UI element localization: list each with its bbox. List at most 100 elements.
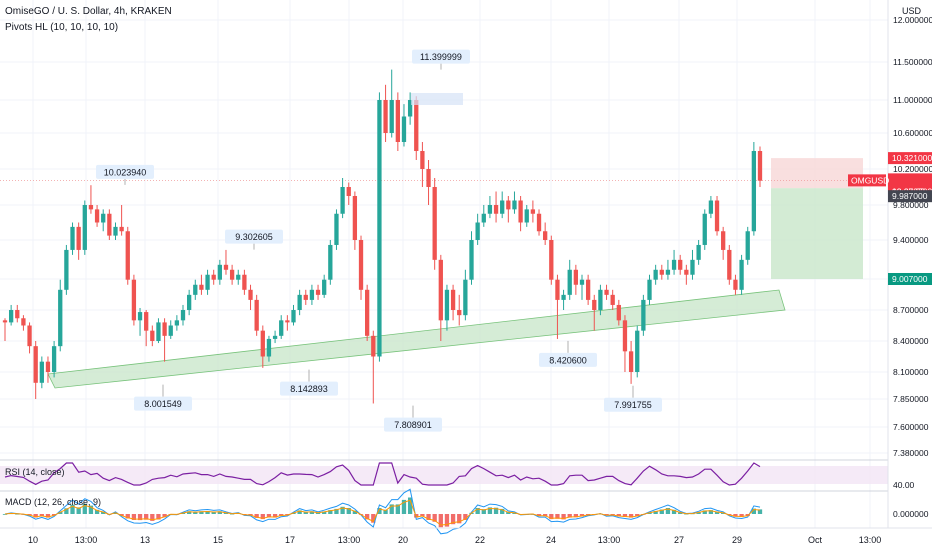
macd-histogram-bar [487,507,493,514]
macd-histogram-bar [64,508,69,514]
macd-histogram-bar [328,510,333,514]
time-tick-label: 29 [732,535,742,545]
candle-body [27,325,32,347]
macd-histogram-bar [733,514,738,517]
candle-body [217,264,222,280]
candle-body [727,249,732,280]
macd-histogram-bar [395,504,400,514]
pivot-label: 7.991755 [614,400,652,410]
candle-body [647,279,652,300]
macd-histogram-bar [352,510,358,514]
candle-body [561,294,566,300]
price-tick-label: 7.380000 [893,448,929,458]
macd-histogram-bar [144,514,149,520]
candle-body [678,259,683,270]
macd-histogram-bar [549,514,554,520]
candle-body [708,200,714,214]
candle-body [512,200,517,210]
macd-histogram-bar [101,511,106,514]
macd-histogram-bar [205,511,210,514]
macd-histogram-bar [401,499,407,514]
candle-body [395,100,400,142]
candle-body [426,169,431,187]
macd-histogram-bar [708,510,714,514]
pivot-label: 9.302605 [235,232,273,242]
candle-body [334,213,339,245]
time-tick-label: 13:00 [598,535,621,545]
pivot-label-box [539,352,597,367]
macd-histogram-bar [671,509,677,514]
candle-body [414,100,419,151]
time-axis[interactable]: 10 13:00 13 15 17 13:00 20 22 24 13:00 27 29 Oct 13:0… [0,527,932,545]
candle-body [162,322,167,336]
candle-body [377,100,382,357]
macd-histogram-bar [635,514,640,517]
candle-body [199,284,204,290]
candle-body [469,240,474,280]
candle-body [8,310,14,323]
candle-body [628,351,634,372]
candle-body [39,361,44,383]
price-axis[interactable]: 12.000000 11.500000 11.000000 10.600000 10.2… [887,0,932,528]
macd-histogram-bar [2,514,8,515]
time-tick-label: 27 [674,535,684,545]
candle-body [665,269,671,275]
candle-body [757,151,763,181]
symbol-tag: OMGUSD [851,175,889,185]
macd-histogram-bar [45,514,51,518]
macd-histogram-bar [604,514,609,516]
macd-histogram-bar [757,509,763,514]
candle-body [592,299,597,310]
macd-label: MACD (12, 26, close, 9) [5,497,102,507]
macd-histogram-bar [162,514,167,518]
price-tick-label: 11.000000 [893,95,932,105]
rsi-band [0,466,888,484]
candle-body [690,259,695,275]
candle-body [518,200,523,223]
candle-body [555,279,560,300]
candle-body [616,304,621,321]
candle-body [684,269,689,275]
price-tick-label: 8.100000 [893,367,929,377]
candle-body [543,231,548,240]
macd-histogram-bar [186,511,192,514]
price-tick-label: 10.200000 [893,164,932,174]
macd-histogram-bar [309,511,315,514]
pivot-label-box [280,381,338,396]
candle-body [309,289,315,300]
macd-histogram-bar [260,514,265,520]
macd-histogram-bar [303,511,308,514]
take-profit-tag-bg [888,273,932,285]
macd-histogram-bar [211,511,216,514]
macd-histogram-bar [506,511,511,514]
candle-body [266,338,272,357]
take-profit-zone [771,188,863,279]
candle-body [186,294,192,310]
macd-histogram-bar [266,514,272,518]
candle-body [125,231,130,280]
time-tick-label: 13:00 [859,535,882,545]
time-tick-label: 20 [398,535,408,545]
candle-body [407,100,413,117]
candle-body [2,320,8,323]
macd-histogram-bar [475,508,480,514]
macd-histogram-bar [444,514,450,527]
symbol-tag-bg [848,174,886,187]
candle-body [635,330,640,372]
candle-body [119,226,124,232]
macd-histogram-bar [193,511,198,514]
candle-body [475,222,480,240]
candle-body [205,274,210,290]
macd-histogram-bar [481,509,486,514]
macd-histogram-bar [334,508,339,514]
candle-body [751,151,757,232]
macd-histogram-bar [543,514,548,517]
macd-histogram-bar [567,514,572,518]
time-tick-label: 10 [28,535,38,545]
candle-body [322,279,327,295]
candle-body [51,346,57,372]
candle-body [358,240,364,290]
candle-body [432,187,437,260]
macd-histogram-bar [88,505,94,514]
